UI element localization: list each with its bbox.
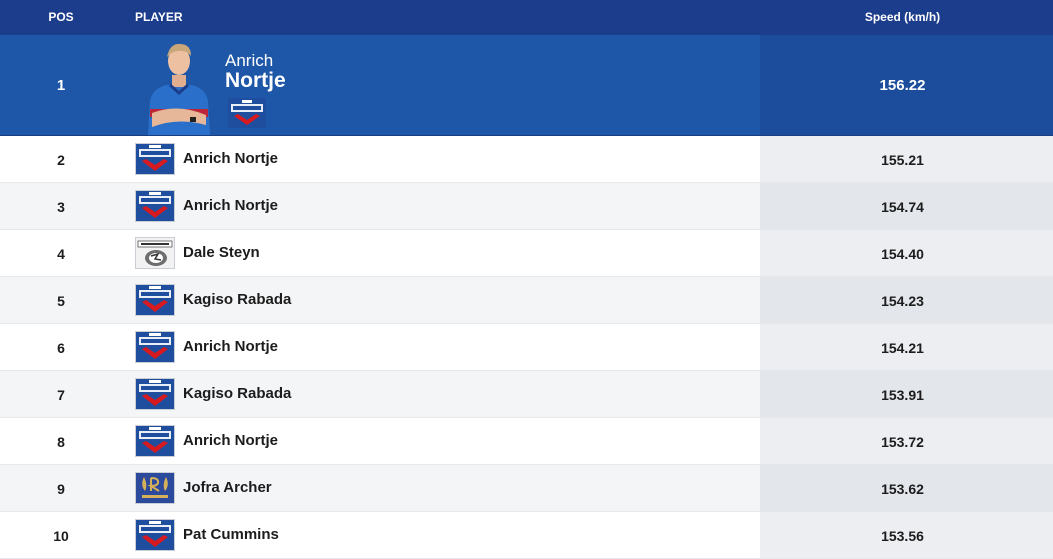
speed-cell [760, 371, 1053, 417]
player-name-link[interactable]: Dale Steyn [183, 244, 260, 261]
speed-cell [760, 465, 1053, 511]
header-pos[interactable]: POS [48, 10, 74, 24]
player-name-link[interactable]: Kagiso Rabada [183, 291, 292, 308]
table-row[interactable]: 9 Jofra Archer 153.62 [0, 465, 1053, 512]
speed-cell [760, 230, 1053, 276]
row-pos: 5 [57, 293, 65, 309]
speed-cell [760, 277, 1053, 323]
row-speed: 154.40 [881, 246, 924, 262]
header-player[interactable]: PLAYER [135, 10, 183, 24]
row-speed: 153.72 [881, 434, 924, 450]
table-row[interactable]: 5 Kagiso Rabada 154.23 [0, 277, 1053, 324]
delhi-capitals-logo-icon [135, 190, 175, 222]
row-speed: 153.62 [881, 481, 924, 497]
leader-last-name[interactable]: Nortje [225, 69, 286, 92]
speed-cell [760, 512, 1053, 558]
delhi-capitals-logo-icon [135, 284, 175, 316]
table-row[interactable]: 4 Dale Steyn 154.40 [0, 230, 1053, 277]
player-name-link[interactable]: Jofra Archer [183, 479, 272, 496]
player-name-link[interactable]: Anrich Nortje [183, 197, 279, 214]
delhi-capitals-logo-icon [135, 425, 175, 457]
deccan-chargers-logo-icon [135, 237, 175, 269]
speed-cell [760, 418, 1053, 464]
player-name-link[interactable]: Anrich Nortje [183, 432, 279, 449]
table-row[interactable]: 6 Anrich Nortje 154.21 [0, 324, 1053, 371]
speed-cell [760, 183, 1053, 229]
table-row[interactable]: 7 Kagiso Rabada 153.91 [0, 371, 1053, 418]
delhi-capitals-logo-icon [135, 331, 175, 363]
table-header: POS PLAYER Speed (km/h) [0, 0, 1053, 35]
header-speed[interactable]: Speed (km/h) [864, 10, 941, 24]
row-speed: 155.21 [881, 152, 924, 168]
table-row[interactable]: 10 Pat Cummins 153.56 [0, 512, 1053, 559]
player-photo [138, 39, 220, 135]
row-pos: 10 [53, 528, 69, 544]
leader-row[interactable]: 1 Anrich Nortje [0, 35, 1053, 136]
table-body: 2 Anrich Nortje 155.21 3 Anrich Nortje 154.… [0, 136, 1053, 559]
delhi-capitals-logo-icon [135, 519, 175, 551]
player-name-link[interactable]: Anrich Nortje [183, 338, 279, 355]
delhi-capitals-logo-icon [135, 378, 175, 410]
player-name-link[interactable]: Pat Cummins [183, 526, 279, 543]
row-pos: 3 [57, 199, 65, 215]
table-row[interactable]: 2 Anrich Nortje 155.21 [0, 136, 1053, 183]
row-pos: 9 [57, 481, 65, 497]
row-speed: 154.21 [881, 340, 924, 356]
delhi-capitals-logo-icon [135, 143, 175, 175]
row-pos: 7 [57, 387, 65, 403]
leader-pos: 1 [56, 77, 66, 94]
table-row[interactable]: 8 Anrich Nortje 153.72 [0, 418, 1053, 465]
speed-cell [760, 35, 1053, 135]
rajasthan-royals-logo-icon [135, 472, 175, 504]
row-pos: 4 [57, 246, 65, 262]
row-pos: 8 [57, 434, 65, 450]
leader-first-name[interactable]: Anrich [225, 51, 274, 70]
row-speed: 153.91 [881, 387, 924, 403]
row-speed: 153.56 [881, 528, 924, 544]
leader-speed: 156.22 [879, 77, 926, 94]
row-pos: 6 [57, 340, 65, 356]
speed-cell [760, 136, 1053, 182]
table-row[interactable]: 3 Anrich Nortje 154.74 [0, 183, 1053, 230]
delhi-capitals-logo-icon [228, 98, 266, 128]
row-pos: 2 [57, 152, 65, 168]
speed-cell [760, 324, 1053, 370]
row-speed: 154.23 [881, 293, 924, 309]
player-name-link[interactable]: Anrich Nortje [183, 150, 279, 167]
player-name-link[interactable]: Kagiso Rabada [183, 385, 292, 402]
row-speed: 154.74 [881, 199, 924, 215]
